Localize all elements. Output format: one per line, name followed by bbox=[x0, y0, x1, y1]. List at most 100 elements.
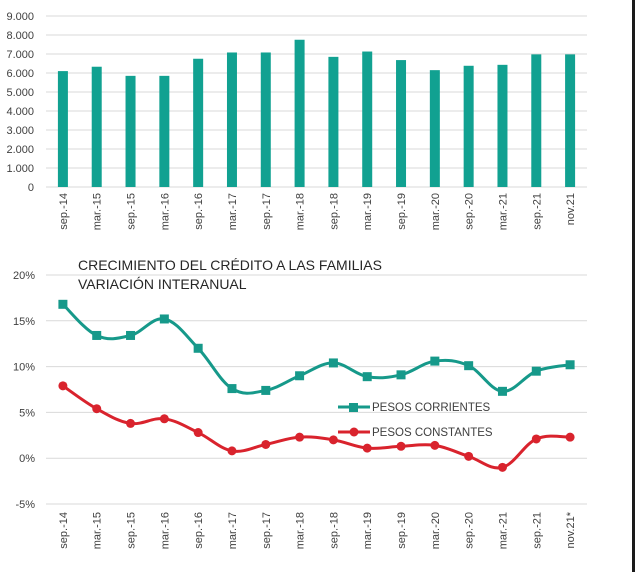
data-point-square bbox=[396, 370, 406, 380]
data-point-square bbox=[261, 385, 271, 395]
bar-chart: 0 1.000 2.000 3.000 4.000 5.000 6.000 7.000 8.00… bbox=[6, 11, 587, 230]
bar-y-tick-label: 8.000 bbox=[6, 30, 34, 42]
data-point-circle bbox=[362, 443, 372, 453]
bar-x-tick-label: sep.-21 bbox=[531, 193, 543, 230]
data-point-square bbox=[464, 361, 474, 371]
data-point-square bbox=[531, 366, 541, 376]
bar bbox=[57, 71, 68, 187]
bar bbox=[125, 75, 136, 187]
data-point-square bbox=[159, 314, 169, 324]
data-point-square bbox=[430, 356, 440, 366]
line-x-tick-label: sep.-18 bbox=[328, 512, 340, 549]
line-x-tick-label: sep.-19 bbox=[396, 512, 408, 549]
bar-gridlines bbox=[46, 15, 587, 188]
data-point-square bbox=[497, 386, 507, 396]
data-point-square bbox=[328, 358, 338, 368]
bar-y-axis-ticks: 0 1.000 2.000 3.000 4.000 5.000 6.000 7.000 8.00… bbox=[6, 11, 34, 194]
line-x-tick-label: sep.-14 bbox=[58, 512, 70, 549]
line-y-tick-label: 10% bbox=[13, 362, 35, 374]
bar-x-tick-label: sep.-14 bbox=[58, 193, 70, 230]
bar-x-tick-label: sep.-16 bbox=[193, 193, 205, 230]
bar-y-tick-label: 1.000 bbox=[6, 163, 34, 175]
bar-y-tick-label: 2.000 bbox=[6, 144, 34, 156]
data-point-circle bbox=[159, 414, 169, 424]
bar-series bbox=[57, 39, 576, 188]
bar-y-tick-label: 9.000 bbox=[6, 11, 34, 23]
data-point-circle bbox=[531, 434, 541, 444]
line-x-axis-ticks: sep.-14 mar.-15 sep.-15 mar.-16 sep.-16 mar.-… bbox=[58, 511, 577, 549]
series-pesos-constantes bbox=[58, 381, 575, 472]
line-x-tick-label: sep.-21 bbox=[531, 512, 543, 549]
line-x-tick-label: mar.-21 bbox=[497, 512, 509, 549]
bar-y-tick-label: 0 bbox=[28, 182, 34, 194]
legend-item-pesos-constantes[interactable]: PESOS CONSTANTES bbox=[338, 427, 493, 439]
bar bbox=[159, 75, 170, 187]
bar-x-tick-label: mar.-15 bbox=[92, 193, 104, 230]
line-x-tick-label: mar.-20 bbox=[430, 512, 442, 549]
line-y-tick-label: 5% bbox=[19, 407, 35, 419]
data-point-square bbox=[92, 330, 102, 340]
bar-x-tick-label: sep.-19 bbox=[396, 193, 408, 230]
bar-y-tick-label: 3.000 bbox=[6, 125, 34, 137]
legend-circle-marker-icon bbox=[349, 427, 359, 437]
bar-y-tick-label: 6.000 bbox=[6, 68, 34, 80]
legend-label-constantes: PESOS CONSTANTES bbox=[372, 427, 493, 439]
line-x-tick-label: mar.-18 bbox=[295, 512, 307, 549]
data-point-circle bbox=[464, 451, 474, 461]
data-point-circle bbox=[227, 446, 237, 456]
line-chart-title: CRECIMIENTO DEL CRÉDITO A LAS FAMILIAS bbox=[78, 257, 382, 273]
data-point-circle bbox=[193, 428, 203, 438]
bar-x-tick-label: mar.-20 bbox=[430, 193, 442, 230]
bar bbox=[429, 70, 440, 187]
line-x-tick-label: mar.-15 bbox=[92, 512, 104, 549]
data-point-square bbox=[126, 330, 136, 340]
line-x-tick-label: mar.-19 bbox=[362, 512, 374, 549]
data-point-circle bbox=[328, 435, 338, 445]
line-x-tick-label: mar.-17 bbox=[227, 512, 239, 549]
line-y-tick-label: 20% bbox=[13, 270, 35, 282]
bar-x-axis-ticks: sep.-14 mar.-15 sep.-15 mar.-16 sep.-16 mar.-… bbox=[58, 193, 577, 230]
line-y-tick-label: 0% bbox=[19, 453, 35, 465]
bar bbox=[463, 65, 474, 187]
bar bbox=[565, 54, 576, 187]
line-chart-subtitle: VARIACIÓN INTERANUAL bbox=[78, 276, 247, 292]
bar bbox=[91, 66, 102, 187]
series-line bbox=[62, 384, 571, 470]
series-pesos-corrientes bbox=[58, 299, 575, 396]
line-y-tick-label: -5% bbox=[15, 499, 35, 511]
image-border bbox=[632, 0, 635, 572]
bar bbox=[396, 60, 407, 187]
line-series bbox=[58, 299, 575, 472]
legend-item-pesos-corrientes[interactable]: PESOS CORRIENTES bbox=[338, 402, 491, 414]
data-point-square bbox=[565, 360, 575, 370]
bar-x-tick-label: mar.-16 bbox=[159, 193, 171, 230]
line-y-axis-ticks: -5% 0% 5% 10% 15% 20% bbox=[13, 270, 35, 511]
bar-y-tick-label: 4.000 bbox=[6, 106, 34, 118]
legend-label-corrientes: PESOS CORRIENTES bbox=[372, 402, 491, 414]
data-point-circle bbox=[58, 381, 68, 391]
bar bbox=[193, 58, 204, 187]
bar-x-tick-label: mar.-17 bbox=[227, 193, 239, 230]
bar-x-tick-label: nov.21 bbox=[565, 193, 577, 225]
line-x-tick-label: sep.-17 bbox=[261, 512, 273, 549]
bar-x-tick-label: mar.-19 bbox=[362, 193, 374, 230]
bar bbox=[531, 54, 542, 187]
bar-x-tick-label: mar.-18 bbox=[295, 193, 307, 230]
data-point-circle bbox=[430, 440, 440, 450]
line-gridlines bbox=[46, 274, 587, 505]
bar-x-tick-label: sep.-15 bbox=[126, 193, 138, 230]
data-point-square bbox=[193, 343, 203, 353]
bar bbox=[294, 39, 305, 187]
bar bbox=[260, 52, 271, 188]
data-point-circle bbox=[497, 462, 507, 472]
data-point-square bbox=[58, 299, 68, 309]
line-y-tick-label: 15% bbox=[13, 316, 35, 328]
data-point-circle bbox=[565, 432, 575, 442]
bar-x-tick-label: sep.-20 bbox=[464, 193, 476, 230]
bar bbox=[497, 64, 508, 187]
bar-x-tick-label: sep.-18 bbox=[328, 193, 340, 230]
line-x-tick-label: sep.-16 bbox=[193, 512, 205, 549]
data-point-circle bbox=[295, 432, 305, 442]
data-point-circle bbox=[261, 439, 271, 449]
line-x-tick-label: sep.-20 bbox=[464, 512, 476, 549]
